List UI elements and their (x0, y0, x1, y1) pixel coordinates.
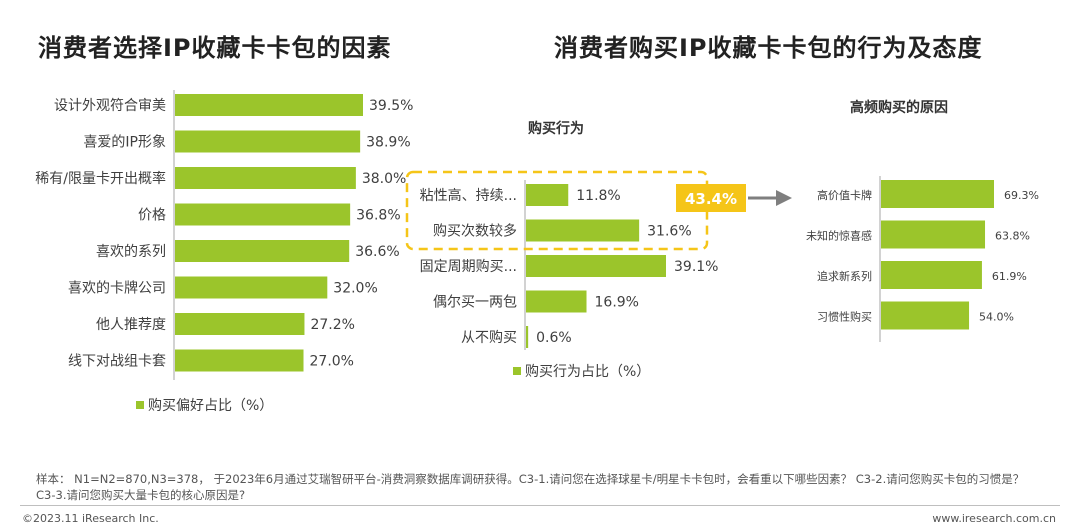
arrow-head-icon (776, 190, 792, 206)
left-chart-title: 消费者选择IP收藏卡卡包的因素 (38, 34, 392, 62)
chart1-value-label: 32.0% (333, 281, 377, 297)
chart1-category-label: 稀有/限量卡开出概率 (35, 170, 166, 187)
chart1-bar (175, 240, 350, 262)
chart1-category-label: 喜爱的IP形象 (83, 135, 166, 151)
chart1-bar (175, 94, 363, 116)
right-section-title: 消费者购买IP收藏卡卡包的行为及态度 (554, 34, 983, 62)
chart3-bar (881, 261, 982, 289)
chart2-value-label: 0.6% (536, 330, 572, 346)
chart3-bar (881, 180, 994, 208)
chart2-legend-label: 购买行为占比（%） (525, 364, 650, 380)
chart1-bar (175, 349, 304, 372)
chart2-category-label: 从不购买 (461, 330, 517, 346)
chart1-legend-swatch (136, 401, 144, 409)
highlight-dashed-box (405, 170, 709, 251)
chart1-bar (175, 130, 361, 153)
chart2-category-label: 固定周期购买... (420, 259, 517, 275)
copyright: ©2023.11 iResearch Inc. (22, 512, 159, 525)
chart2-category-label: 偶尔买一两包 (433, 295, 517, 311)
chart3-value-label: 63.8% (995, 230, 1030, 243)
sample-footnote: 样本： N1=N2=870,N3=378， 于2023年6月通过艾瑞智研平台-消… (36, 472, 1025, 502)
chart2-legend-swatch (513, 367, 521, 375)
chart1-category-label: 设计外观符合审美 (54, 98, 166, 114)
chart1-category-label: 喜欢的系列 (96, 244, 166, 260)
chart1-category-label: 价格 (138, 208, 166, 224)
chart3-bar (881, 301, 970, 330)
chart2-bar (526, 219, 640, 242)
chart3-value-label: 61.9% (992, 270, 1027, 283)
chart2-value-label: 31.6% (647, 224, 691, 240)
chart2-bar (526, 290, 587, 313)
chart2-bar (526, 184, 569, 206)
chart1-bar (175, 313, 305, 335)
chart2-bar (526, 255, 666, 277)
footer-divider (20, 505, 1060, 506)
behavior-chart-title: 购买行为 (528, 121, 584, 137)
chart1-value-label: 36.8% (356, 208, 400, 224)
website: www.iresearch.com.cn (932, 512, 1056, 525)
chart1-category-label: 他人推荐度 (96, 317, 166, 333)
chart1-value-label: 27.0% (310, 354, 354, 370)
chart1-value-label: 38.9% (366, 135, 410, 151)
chart1-value-label: 27.2% (310, 317, 354, 333)
chart1-category-label: 线下对战组卡套 (68, 354, 166, 370)
chart2-category-label: 购买次数较多 (433, 223, 517, 240)
highlight-value: 43.4% (685, 190, 737, 208)
chart3-category-label: 习惯性购买 (817, 310, 872, 324)
chart2-value-label: 39.1% (674, 259, 718, 275)
chart1-legend-label: 购买偏好占比（%） (148, 398, 273, 414)
chart1-value-label: 39.5% (369, 98, 413, 114)
chart1-category-label: 喜欢的卡牌公司 (68, 280, 166, 297)
highlight-badge (676, 184, 746, 212)
chart3-bar (881, 220, 986, 249)
reasons-chart-title: 高频购买的原因 (850, 100, 948, 116)
chart3-category-label: 追求新系列 (817, 269, 872, 283)
chart3-category-label: 高价值卡牌 (817, 188, 872, 202)
chart1-value-label: 38.0% (362, 171, 406, 187)
chart1-value-label: 36.6% (355, 244, 399, 260)
chart1-bar (175, 203, 351, 226)
chart1-bar (175, 167, 356, 189)
chart3-value-label: 54.0% (979, 311, 1014, 324)
chart2-category-label: 粘性高、持续... (420, 187, 517, 204)
chart2-value-label: 11.8% (576, 188, 620, 204)
chart2-bar (526, 326, 529, 348)
chart2-value-label: 16.9% (595, 295, 639, 311)
chart3-value-label: 69.3% (1004, 189, 1039, 202)
charts-canvas: 设计外观符合审美 39.5% 喜爱的IP形象 38.9% 稀有/限量卡开出概率 38.0%… (35, 90, 1039, 414)
chart3-category-label: 未知的惊喜感 (806, 229, 872, 243)
chart1-bar (175, 276, 328, 299)
